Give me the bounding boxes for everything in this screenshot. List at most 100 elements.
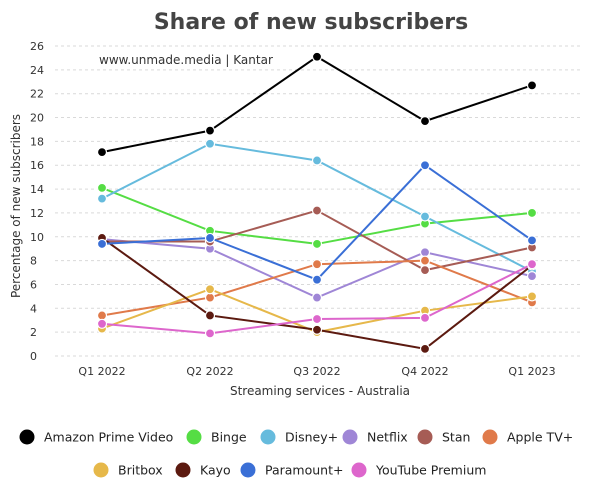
- data-point: [526, 80, 538, 91]
- legend-item: YouTube Premium: [351, 462, 486, 478]
- legend-label: Amazon Prime Video: [44, 430, 173, 445]
- source-label: www.unmade.media | Kantar: [99, 53, 273, 67]
- legend-label: Netflix: [367, 430, 408, 445]
- series-lines: [96, 51, 538, 354]
- legend-marker: [19, 429, 35, 445]
- data-point: [526, 271, 538, 282]
- legend-marker: [260, 429, 276, 445]
- data-point: [204, 138, 216, 149]
- y-tick-label: 8: [30, 255, 37, 268]
- y-axis-title: Percentage of new subscribers: [9, 114, 23, 298]
- legend-item: Disney+: [260, 429, 338, 445]
- legend-marker: [482, 429, 498, 445]
- data-point: [419, 312, 431, 323]
- series-apple-tv-: [96, 255, 538, 321]
- data-point: [311, 324, 323, 335]
- legend-item: Paramount+: [240, 462, 343, 478]
- data-point: [204, 284, 216, 295]
- legend-label: Kayo: [200, 463, 231, 478]
- legend-item: Kayo: [175, 462, 231, 478]
- series-youtube-premium: [96, 259, 538, 339]
- y-tick-label: 26: [30, 40, 44, 53]
- legend: Amazon Prime Video Binge Disney+ Netflix Sta…: [19, 429, 573, 478]
- x-tick-label: Q4 2022: [401, 365, 448, 378]
- legend-marker: [240, 462, 256, 478]
- data-point: [96, 310, 108, 321]
- x-axis-ticks: Q1 2022 Q2 2022 Q3 2022 Q4 2022 Q1 2023: [78, 365, 555, 378]
- legend-label: Binge: [211, 430, 247, 445]
- data-point: [419, 255, 431, 266]
- x-tick-label: Q1 2022: [78, 365, 125, 378]
- data-point: [96, 193, 108, 204]
- y-tick-label: 16: [30, 159, 44, 172]
- x-axis-title: Streaming services - Australia: [230, 384, 410, 398]
- x-tick-label: Q1 2023: [508, 365, 555, 378]
- x-tick-label: Q3 2022: [293, 365, 340, 378]
- y-tick-label: 22: [30, 88, 44, 101]
- data-point: [419, 116, 431, 127]
- data-point: [204, 125, 216, 136]
- y-tick-label: 20: [30, 112, 44, 125]
- legend-marker: [351, 462, 367, 478]
- data-point: [96, 182, 108, 193]
- y-tick-label: 6: [30, 278, 37, 291]
- y-tick-label: 0: [30, 350, 37, 363]
- series-kayo: [96, 232, 538, 354]
- y-tick-label: 14: [30, 183, 44, 196]
- data-point: [96, 238, 108, 250]
- data-point: [311, 259, 323, 270]
- legend-label: Stan: [442, 430, 470, 445]
- legend-item: Apple TV+: [482, 429, 573, 445]
- data-point: [311, 313, 323, 325]
- y-tick-label: 4: [30, 302, 37, 315]
- data-point: [526, 235, 538, 246]
- legend-marker: [417, 429, 433, 445]
- data-point: [311, 155, 323, 166]
- legend-marker: [186, 429, 202, 445]
- data-point: [204, 310, 216, 321]
- legend-marker: [342, 429, 358, 445]
- data-point: [204, 292, 216, 303]
- series-line: [101, 186, 533, 245]
- data-point: [419, 247, 431, 258]
- y-tick-label: 18: [30, 135, 44, 148]
- y-tick-label: 24: [30, 64, 44, 77]
- data-point: [311, 274, 323, 285]
- series-binge: [96, 182, 538, 250]
- data-point: [419, 211, 431, 222]
- y-tick-label: 12: [30, 207, 44, 220]
- data-point: [419, 343, 431, 354]
- legend-label: Apple TV+: [507, 430, 573, 445]
- y-tick-label: 10: [30, 231, 44, 244]
- data-point: [204, 232, 216, 244]
- data-point: [311, 238, 323, 250]
- x-tick-label: Q2 2022: [186, 365, 233, 378]
- data-point: [526, 207, 538, 219]
- data-point: [526, 291, 538, 302]
- data-point: [96, 318, 108, 329]
- legend-item: Netflix: [342, 429, 408, 445]
- series-paramount-: [96, 160, 538, 285]
- data-point: [526, 259, 538, 270]
- data-point: [311, 51, 323, 62]
- legend-item: Britbox: [93, 462, 163, 478]
- y-tick-label: 2: [30, 326, 37, 339]
- chart-title: Share of new subscribers: [154, 10, 468, 35]
- series-amazon-prime-video: [96, 51, 538, 158]
- legend-marker: [93, 462, 109, 478]
- legend-marker: [175, 462, 191, 478]
- data-point: [96, 147, 108, 158]
- data-point: [204, 328, 216, 339]
- legend-label: Disney+: [285, 430, 338, 445]
- legend-label: Britbox: [118, 463, 163, 478]
- legend-label: YouTube Premium: [375, 463, 486, 478]
- legend-item: Binge: [186, 429, 247, 445]
- data-point: [311, 292, 323, 303]
- series-line: [101, 55, 533, 154]
- data-point: [311, 205, 323, 216]
- data-point: [419, 265, 431, 276]
- legend-item: Stan: [417, 429, 470, 445]
- data-point: [419, 160, 431, 171]
